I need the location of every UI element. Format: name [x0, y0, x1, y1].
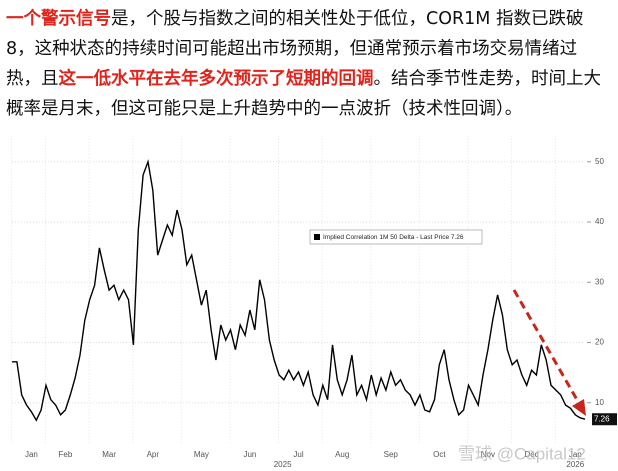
highlight-text: 一个警示信号: [6, 9, 111, 29]
year-label: 2026: [566, 460, 584, 469]
y-tick-label: 40: [595, 217, 604, 226]
highlight-text: 这一低水平在去年多次预示了短期的回调: [58, 69, 374, 89]
y-tick-label: 20: [595, 338, 604, 347]
last-price-label: 7.26: [594, 414, 610, 423]
x-tick-label: Jun: [243, 450, 256, 459]
body-text: 是，个股与指数之间的相关性处于低位，COR1M 指数已跌破 8，这种状态的持续时…: [6, 9, 584, 89]
y-tick-label: 30: [595, 277, 604, 286]
y-tick-label: 10: [595, 398, 604, 407]
x-tick-label: Jan: [25, 450, 38, 459]
x-tick-label: May: [194, 450, 209, 459]
last-price-box: [592, 413, 617, 426]
x-tick-label: Jan: [569, 450, 582, 459]
arrow-head: [572, 399, 586, 416]
x-tick-label: Aug: [335, 450, 349, 459]
y-tick-label: 50: [595, 157, 604, 166]
x-tick-label: Jul: [293, 450, 303, 459]
paragraph: 一个警示信号是，个股与指数之间的相关性处于低位，COR1M 指数已跌破 8，这种…: [6, 4, 612, 124]
x-tick-label: Nov: [481, 450, 495, 459]
year-label: 2025: [274, 460, 292, 469]
annotation-arrow: [512, 289, 582, 406]
body-text: 。结合季节性走势，时间上大概率是月末，但这可能只是上升趋势中的一点波折（技术性回…: [6, 69, 601, 119]
data-line: [12, 159, 586, 422]
legend-box: [309, 229, 483, 245]
x-tick-label: Sep: [384, 450, 399, 459]
x-tick-label: Dec: [524, 450, 538, 459]
x-tick-label: Mar: [102, 450, 116, 459]
x-tick-label: Feb: [59, 450, 73, 459]
x-tick-label: Apr: [147, 450, 160, 459]
legend-swatch: [314, 234, 320, 240]
x-tick-label: Oct: [433, 450, 446, 459]
legend-label: Implied Correlation 1M 50 Delta - Last P…: [323, 234, 464, 241]
watermark: 雪球 @Capital12: [458, 444, 586, 463]
